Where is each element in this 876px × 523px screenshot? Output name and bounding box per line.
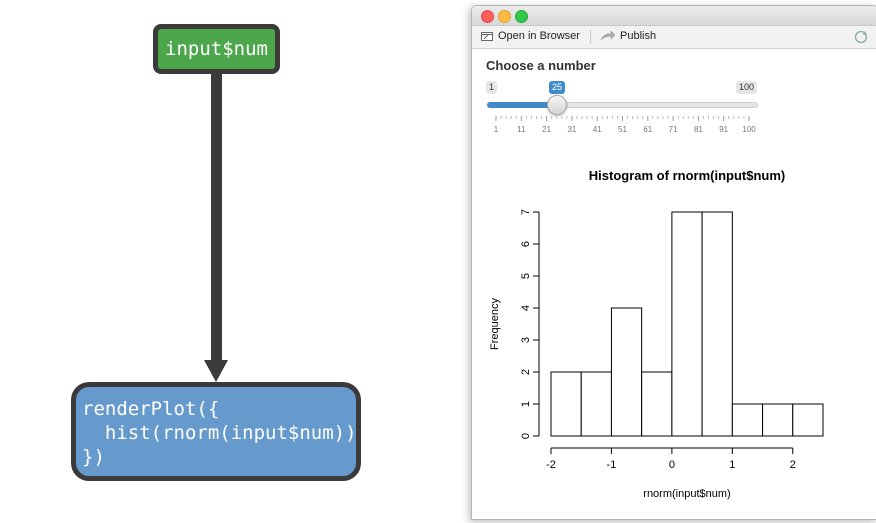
x-tick-label: 2 xyxy=(790,459,796,471)
histogram-bar xyxy=(610,307,643,437)
y-tick-label: 6 xyxy=(520,241,532,247)
slider-tick-label: 41 xyxy=(593,125,602,134)
histogram-bar xyxy=(580,371,612,437)
x-tick-label: -1 xyxy=(607,459,617,471)
slider-tick-label: 100 xyxy=(742,125,756,134)
arrow-head xyxy=(204,360,228,382)
publish-label: Publish xyxy=(620,30,657,42)
shiny-app-window: Open in Browser Publish Choose a number … xyxy=(471,5,876,520)
x-tick-label: 1 xyxy=(729,459,735,471)
slider-max-label: 100 xyxy=(736,81,758,94)
slider-ticks: 1 11 21 31 41 51 61 71 81 91 100 xyxy=(494,116,756,134)
y-tick-label: 3 xyxy=(520,337,532,343)
y-tick-label: 0 xyxy=(520,433,532,439)
slider-track-fill xyxy=(487,102,557,108)
title-bar xyxy=(472,6,876,26)
y-tick-label: 7 xyxy=(520,209,532,215)
x-tick-label: -2 xyxy=(546,459,556,471)
histogram-bar xyxy=(550,371,582,437)
histogram-bar xyxy=(701,211,733,437)
histogram-bar xyxy=(792,403,824,437)
histogram-bar xyxy=(731,403,764,437)
close-window-button[interactable] xyxy=(481,10,494,23)
slider-tick-label: 1 xyxy=(494,125,499,134)
toolbar-separator xyxy=(590,30,591,44)
slider-tick-label: 71 xyxy=(669,125,678,134)
publish-button[interactable]: Publish xyxy=(600,30,656,42)
input-num-node: input$num xyxy=(153,24,280,74)
slider-tick-label: 31 xyxy=(567,125,576,134)
histogram-bar xyxy=(641,371,673,437)
arrow-shaft xyxy=(211,74,222,364)
open-in-browser-label: Open in Browser xyxy=(498,30,580,42)
slider-label: Choose a number xyxy=(486,58,596,73)
chart-title: Histogram of rnorm(input$num) xyxy=(589,168,785,183)
slider-handle[interactable] xyxy=(547,95,567,115)
histogram-bar xyxy=(671,211,703,437)
slider-tick-label: 61 xyxy=(643,125,652,134)
refresh-icon[interactable] xyxy=(853,29,869,45)
slider-tick-label: 81 xyxy=(694,125,703,134)
y-tick-label: 4 xyxy=(520,305,532,311)
toolbar: Open in Browser Publish xyxy=(472,26,876,49)
render-plot-node: renderPlot({ hist(rnorm(input$num)) }) xyxy=(71,382,361,481)
x-axis-label: rnorm(input$num) xyxy=(643,488,730,500)
histogram-bar xyxy=(762,403,794,437)
browser-icon xyxy=(481,32,493,41)
slider-tick-label: 91 xyxy=(719,125,728,134)
minimize-window-button[interactable] xyxy=(498,10,511,23)
slider-min-label: 1 xyxy=(486,81,498,94)
x-tick-label: 0 xyxy=(669,459,675,471)
y-tick-label: 1 xyxy=(520,401,532,407)
slider-value-label: 25 xyxy=(549,81,566,94)
slider-tick-label: 11 xyxy=(517,125,526,134)
y-axis-label: Frequency xyxy=(489,298,501,350)
y-tick-label: 5 xyxy=(520,273,532,279)
histogram-plot: Histogram of rnorm(input$num) -2 -1 0 1 2 rnor… xyxy=(489,168,824,500)
open-in-browser-button[interactable]: Open in Browser xyxy=(480,30,580,42)
slider-tick-label: 51 xyxy=(618,125,627,134)
slider-tick-label: 21 xyxy=(542,125,551,134)
maximize-window-button[interactable] xyxy=(515,10,528,23)
publish-icon xyxy=(600,30,616,41)
y-tick-label: 2 xyxy=(520,369,532,375)
